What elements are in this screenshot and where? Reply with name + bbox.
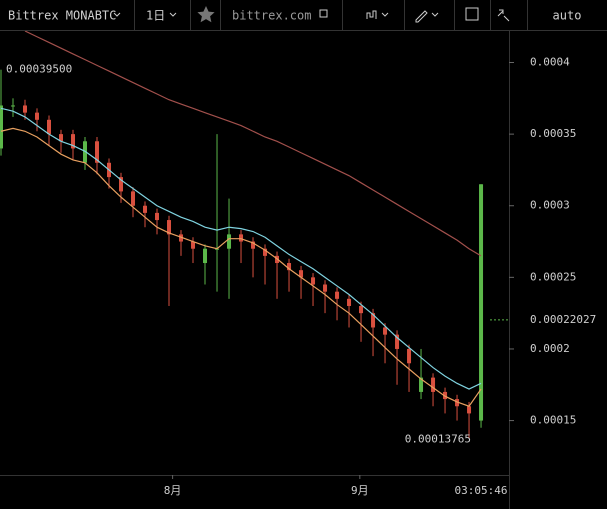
dropdown-icon[interactable] <box>169 12 177 17</box>
candle-body <box>479 184 484 421</box>
site[interactable]: bittrex.com <box>232 9 311 23</box>
candle-body <box>467 406 472 414</box>
y-tick-label: 0.0003 <box>530 199 570 212</box>
last-price-label: 0.00022027 <box>530 313 596 326</box>
candle-body <box>10 105 15 107</box>
candle-body <box>323 284 328 292</box>
x-tick-label: 9月 <box>351 484 369 497</box>
indicator-icon[interactable] <box>465 7 479 21</box>
candle-body <box>395 334 400 349</box>
chart-style-icon[interactable] <box>366 10 377 19</box>
external-icon[interactable] <box>319 9 328 18</box>
interval[interactable]: 1日 <box>146 9 165 23</box>
candle-body <box>0 105 3 149</box>
price-annotation: 0.00013765 <box>405 432 471 445</box>
candle-body <box>455 399 460 407</box>
candle-body <box>59 134 64 142</box>
plot-area <box>0 31 484 439</box>
candle-body <box>335 291 340 299</box>
candle-body <box>299 270 304 278</box>
x-tick-label: 8月 <box>164 484 182 497</box>
candle-body <box>22 105 27 113</box>
candle-body <box>143 205 148 213</box>
dropdown-icon[interactable] <box>381 12 389 17</box>
candle-body <box>371 313 376 328</box>
candle-body <box>47 119 52 135</box>
candle-body <box>179 234 184 242</box>
draw-icon[interactable] <box>415 10 428 23</box>
candle-body <box>311 277 316 285</box>
candle-body <box>191 241 196 249</box>
candle-body <box>287 263 292 271</box>
candle-body <box>131 191 136 206</box>
candle-body <box>227 234 232 249</box>
candle-body <box>419 377 424 392</box>
candle-body <box>239 234 244 242</box>
time-label: 03:05:46 <box>455 484 508 497</box>
candle-body <box>431 377 436 392</box>
y-tick-label: 0.00035 <box>530 127 576 140</box>
y-tick-label: 0.00015 <box>530 414 576 427</box>
y-tick-label: 0.0004 <box>530 56 570 69</box>
dropdown-icon[interactable] <box>113 12 121 17</box>
moving-average <box>0 127 482 407</box>
candle-body <box>167 220 172 235</box>
moving-average <box>0 107 482 390</box>
dropdown-icon[interactable] <box>431 12 439 17</box>
candle-body <box>407 348 412 364</box>
candle-body <box>359 305 364 314</box>
candle-body <box>263 248 268 256</box>
candle-body <box>155 212 160 221</box>
fullscreen-icon[interactable] <box>497 9 510 22</box>
scale-mode[interactable]: auto <box>553 9 582 23</box>
candle-body <box>34 112 39 120</box>
y-tick-label: 0.00025 <box>530 270 576 283</box>
symbol[interactable]: Bittrex MONABTC <box>8 9 116 23</box>
y-tick-label: 0.0002 <box>530 342 570 355</box>
price-annotation: 0.00039500 <box>6 63 72 76</box>
candle-body <box>383 327 388 335</box>
candle-body <box>251 241 256 249</box>
candle-body <box>71 134 76 149</box>
candle-body <box>203 248 208 264</box>
candle-body <box>347 298 352 306</box>
favorite-icon[interactable] <box>197 6 215 23</box>
moving-average <box>24 31 482 257</box>
candle-body <box>119 177 124 192</box>
candle-body <box>95 141 100 163</box>
